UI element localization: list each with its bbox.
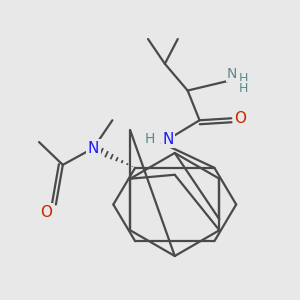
Text: O: O	[234, 111, 246, 126]
Text: N: N	[227, 67, 237, 81]
Text: H: H	[238, 82, 248, 95]
Text: N: N	[162, 132, 173, 147]
Text: O: O	[40, 205, 52, 220]
Text: H: H	[238, 72, 248, 85]
Text: N: N	[88, 140, 99, 155]
Text: H: H	[145, 132, 155, 146]
